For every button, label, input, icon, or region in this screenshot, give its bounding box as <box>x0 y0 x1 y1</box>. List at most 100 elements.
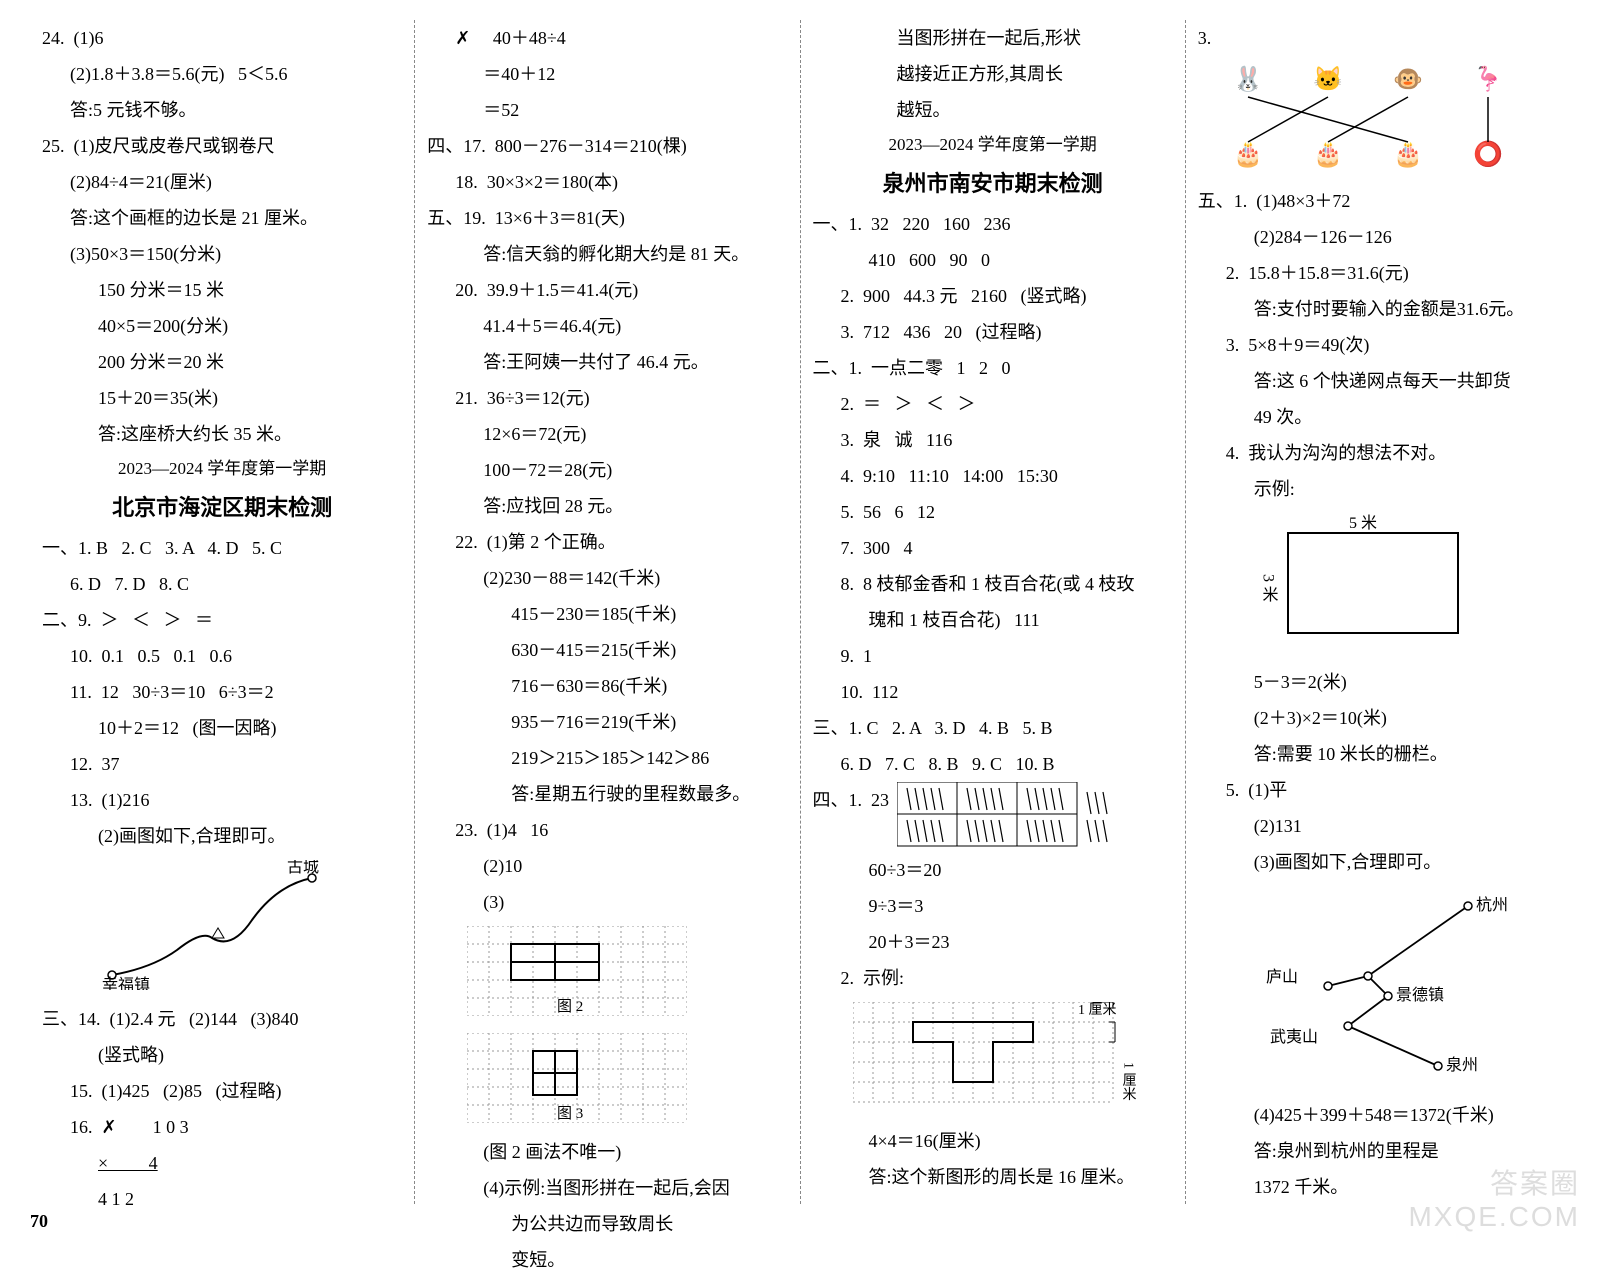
text: (图 2 画法不唯一) <box>427 1134 787 1170</box>
text: 21. 36÷3＝12(元) <box>427 380 787 416</box>
text: 9. 1 <box>813 638 1173 674</box>
svg-text:🐱: 🐱 <box>1313 66 1343 93</box>
text: 四、1. 23 <box>813 782 898 818</box>
text: (2)84÷4＝21(厘米) <box>42 164 402 200</box>
grid-right-label: 1 厘米 <box>1120 1062 1136 1101</box>
text: 示例: <box>1198 471 1558 507</box>
map-node: 景德镇 <box>1396 986 1444 1004</box>
text: 6. D 7. C 8. B 9. C 10. B <box>813 746 1173 782</box>
column-3: 当图形拼在一起后,形状 越接近正方形,其周长 越短。 2023—2024 学年度… <box>801 20 1186 1204</box>
text: 6. D 7. D 8. C <box>42 566 402 602</box>
text: ＝40＋12 <box>427 56 787 92</box>
text: 当图形拼在一起后,形状 <box>813 20 1173 56</box>
text: (4)示例:当图形拼在一起后,会因 <box>427 1170 787 1206</box>
text: 越短。 <box>813 92 1173 128</box>
grid-figure-3: 图 3 <box>467 1033 687 1123</box>
text: 4 1 2 <box>42 1181 402 1217</box>
text: 24. (1)6 <box>42 20 402 56</box>
text: 四、17. 800－276－314＝210(棵) <box>427 128 787 164</box>
matching-figure: 🐰🐱🐵🦩 🎂🎂🎂⭕ <box>1218 62 1518 172</box>
svg-text:🎂: 🎂 <box>1313 139 1343 168</box>
text: 一、1. 32 220 160 236 <box>813 206 1173 242</box>
grid-label: 图 2 <box>557 998 583 1015</box>
text: 五、19. 13×6＋3＝81(天) <box>427 200 787 236</box>
text: (2)画图如下,合理即可。 <box>42 818 402 854</box>
text: 41.4＋5＝46.4(元) <box>427 308 787 344</box>
text: (2＋3)×2＝10(米) <box>1198 700 1558 736</box>
text: (竖式略) <box>42 1037 402 1073</box>
text: 40×5＝200(分米) <box>42 308 402 344</box>
text: 5－3＝2(米) <box>1198 664 1558 700</box>
grid-figure-2: 图 2 <box>467 926 687 1016</box>
subtitle: 2023—2024 学年度第一学期 <box>42 452 402 486</box>
svg-text:🎂: 🎂 <box>1233 139 1263 168</box>
text: 答:这个新图形的周长是 16 厘米。 <box>813 1159 1173 1195</box>
text: 变短。 <box>427 1242 787 1278</box>
map-label: 古城 <box>287 860 319 876</box>
text: 16. ✗ 1 0 3 <box>42 1109 402 1145</box>
text: (2)131 <box>1198 808 1558 844</box>
text: 2. ＝ ＞ ＜ ＞ <box>813 386 1173 422</box>
map-label: 幸福镇 <box>102 976 150 990</box>
text: 4. 我认为沟沟的想法不对。 <box>1198 435 1558 471</box>
text: 630－415＝215(千米) <box>427 632 787 668</box>
text: 100－72＝28(元) <box>427 452 787 488</box>
svg-text:⭕: ⭕ <box>1473 140 1503 168</box>
text: 13. (1)216 <box>42 782 402 818</box>
text: 8. 8 枝郁金香和 1 枝百合花(或 4 枝玫 <box>813 566 1173 602</box>
text: 20＋3＝23 <box>813 924 1173 960</box>
text: 12. 37 <box>42 746 402 782</box>
text: 410 600 90 0 <box>813 242 1173 278</box>
text: 答:信天翁的孵化期大约是 81 天。 <box>427 236 787 272</box>
grid-top-label: 1 厘米 <box>1078 1002 1117 1018</box>
text: 10. 0.1 0.5 0.1 0.6 <box>42 638 402 674</box>
text: 15＋20＝35(米) <box>42 380 402 416</box>
route-map-figure: 杭州 庐山 景德镇 武夷山 泉州 <box>1238 886 1518 1086</box>
text: 1372 千米。 <box>1198 1169 1558 1205</box>
svg-text:🦩: 🦩 <box>1473 65 1503 93</box>
text: 3. <box>1198 20 1558 56</box>
text: 219＞215＞185＞142＞86 <box>427 740 787 776</box>
text: (2)230－88＝142(千米) <box>427 560 787 596</box>
text: 4. 9:10 11:10 14:00 15:30 <box>813 458 1173 494</box>
text: 10＋2＝12 (图一因略) <box>42 710 402 746</box>
text: 越接近正方形,其周长 <box>813 56 1173 92</box>
text: 7. 300 4 <box>813 530 1173 566</box>
text: (3)50×3＝150(分米) <box>42 236 402 272</box>
svg-text:🎂: 🎂 <box>1393 139 1423 168</box>
text: × 4 <box>42 1145 402 1181</box>
text: 答:王阿姨一共付了 46.4 元。 <box>427 344 787 380</box>
text: 60÷3＝20 <box>813 852 1173 888</box>
text: (3) <box>427 884 787 920</box>
text: 23. (1)4 16 <box>427 812 787 848</box>
text: 935－716＝219(千米) <box>427 704 787 740</box>
text: 5. (1)平 <box>1198 772 1558 808</box>
text: 答:这座桥大约长 35 米。 <box>42 416 402 452</box>
text: 9÷3＝3 <box>813 888 1173 924</box>
text: 瑰和 1 枝百合花) 111 <box>813 602 1173 638</box>
text: 二、9. ＞ ＜ ＞ ＝ <box>42 602 402 638</box>
text: 答:这 6 个快递网点每天一共卸货 <box>1198 363 1558 399</box>
column-4: 3. 🐰🐱🐵🦩 🎂🎂🎂⭕ 五、1. (1)48×3＋72 (2)284－126－… <box>1186 20 1570 1204</box>
grid-label: 图 3 <box>557 1105 583 1122</box>
text: 一、1. B 2. C 3. A 4. D 5. C <box>42 530 402 566</box>
svg-text:🐰: 🐰 <box>1233 65 1263 93</box>
text: 答:支付时要输入的金额是31.6元。 <box>1198 291 1558 327</box>
text: (4)425＋399＋548＝1372(千米) <box>1198 1097 1558 1133</box>
rect-figure: 5 米 3 米 <box>1238 513 1478 653</box>
text: ＝52 <box>427 92 787 128</box>
map-node: 泉州 <box>1446 1056 1478 1074</box>
map-figure-1: 古城 幸福镇 <box>82 860 342 990</box>
text: 2. 示例: <box>813 960 1173 996</box>
rect-left-label: 3 米 <box>1259 574 1278 602</box>
section-title: 泉州市南安市期末检测 <box>813 162 1173 206</box>
text: 49 次。 <box>1198 399 1558 435</box>
text: 15. (1)425 (2)85 (过程略) <box>42 1073 402 1109</box>
map-node: 庐山 <box>1266 968 1298 986</box>
text: 答:应找回 28 元。 <box>427 488 787 524</box>
text: 22. (1)第 2 个正确。 <box>427 524 787 560</box>
text: 3. 泉 诚 116 <box>813 422 1173 458</box>
text: 二、1. 一点二零 1 2 0 <box>813 350 1173 386</box>
text: 3. 712 436 20 (过程略) <box>813 314 1173 350</box>
text: 为公共边而导致周长 <box>427 1206 787 1242</box>
